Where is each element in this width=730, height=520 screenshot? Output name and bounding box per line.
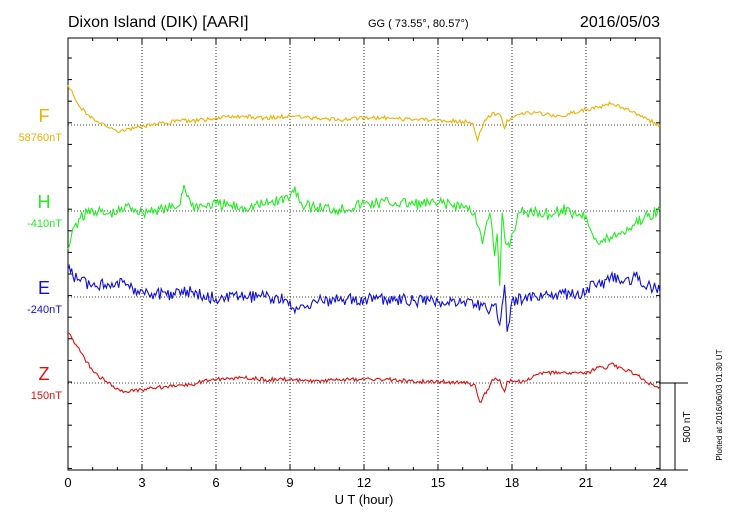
station-title: Dixon Island (DIK) [AARI] [68,14,249,31]
series-name-e: E [38,278,50,298]
series-name-f: F [39,106,50,126]
trace-h [67,184,661,286]
trace-z [67,332,661,403]
x-tick-labels: 0 3 6 9 12 15 18 21 24 [64,475,667,490]
series-name-z: Z [39,364,50,384]
series-baseline-e: -240nT [27,304,62,316]
x-tick-label: 24 [653,475,667,490]
coordinates-label: GG ( 73.55°, 80.57°) [368,18,469,30]
series-baseline-h: -410nT [27,218,62,230]
series-name-h: H [38,192,51,212]
x-axis-label: U T (hour) [335,492,394,507]
data-traces [67,84,661,403]
series-baseline-z: 150nT [31,390,62,402]
series-baseline-f: 58760nT [19,132,63,144]
x-tick-label: 12 [357,475,371,490]
series-labels: F 58760nT H -410nT E -240nT Z 150nT [19,106,63,402]
axis-ticks [67,38,661,470]
x-tick-label: 21 [579,475,593,490]
x-tick-label: 18 [505,475,519,490]
plotted-note: Plotted at 2016/06/03 01:30 UT [715,349,724,460]
x-tick-label: 3 [138,475,145,490]
x-tick-label: 9 [286,475,293,490]
scale-bar-label: 500 nT [682,411,693,442]
trace-e [67,263,661,332]
date-label: 2016/05/03 [580,14,660,31]
x-tick-label: 0 [64,475,71,490]
scale-bar: 500 nT [660,382,693,471]
grid-lines [141,38,587,470]
x-tick-label: 15 [431,475,445,490]
x-tick-label: 6 [212,475,219,490]
trace-f [67,84,661,143]
